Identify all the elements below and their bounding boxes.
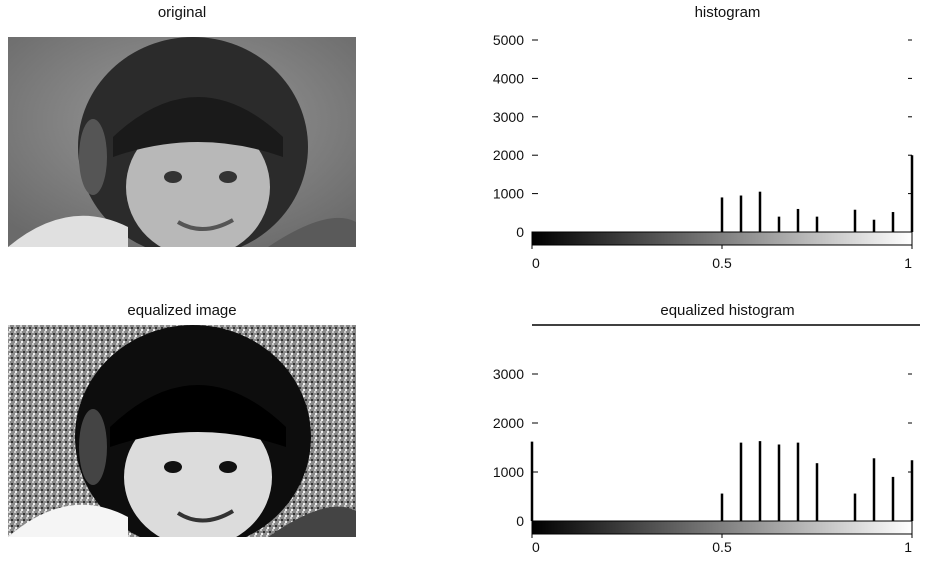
- histogram-ytick-label: 3000: [493, 109, 524, 125]
- equalized-histogram-ytick-label: 2000: [493, 415, 524, 431]
- equalized-image-title: equalized image: [127, 302, 237, 319]
- equalized-histogram-xtick-label: 0: [532, 539, 540, 555]
- histogram-xtick-label: 0.5: [712, 255, 732, 271]
- histogram-ytick-label: 2000: [493, 147, 524, 163]
- histogram-ytick-label: 4000: [493, 70, 524, 86]
- histogram-ytick-label: 1000: [493, 186, 524, 202]
- original-title: original: [157, 4, 207, 21]
- equalized-image: [8, 325, 356, 537]
- histogram-xtick-label: 0: [532, 255, 540, 271]
- histogram-xtick-label: 1: [904, 255, 912, 271]
- histogram-ytick-label: 0: [516, 224, 524, 240]
- equalized-histogram-title: equalized histogram: [660, 302, 795, 319]
- original-image: [8, 37, 356, 247]
- equalized-histogram-colorbar: [531, 520, 913, 535]
- equalized-histogram-ytick-label: 3000: [493, 366, 524, 382]
- histogram-ytick-label: 5000: [493, 32, 524, 48]
- histogram-colorbar: [531, 231, 913, 246]
- equalized-histogram-xtick-label: 1: [904, 539, 912, 555]
- histogram-title: histogram: [694, 4, 761, 21]
- equalized-histogram-ytick-label: 0: [516, 513, 524, 529]
- equalized-histogram-ytick-label: 1000: [493, 464, 524, 480]
- equalized-histogram-xtick-label: 0.5: [712, 539, 732, 555]
